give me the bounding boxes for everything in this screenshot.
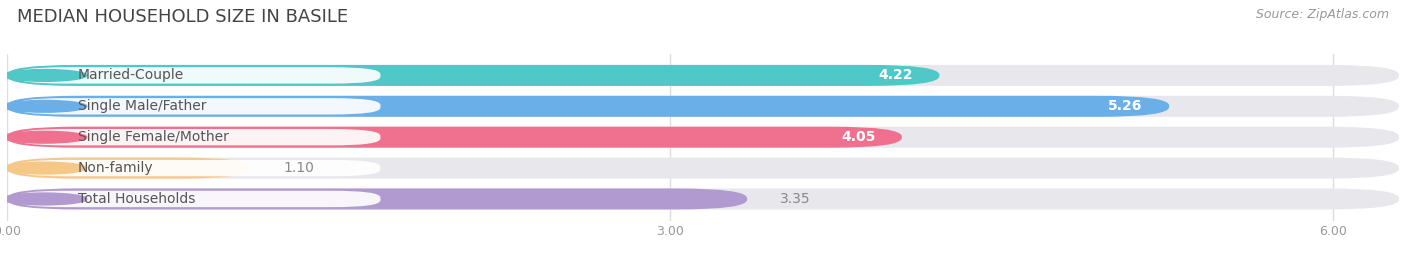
- Text: 3.35: 3.35: [780, 192, 811, 206]
- Text: 4.22: 4.22: [879, 68, 912, 82]
- Circle shape: [3, 131, 87, 143]
- Circle shape: [3, 162, 87, 174]
- FancyBboxPatch shape: [15, 191, 381, 207]
- Text: 5.26: 5.26: [1108, 99, 1143, 113]
- FancyBboxPatch shape: [15, 98, 381, 115]
- Text: 1.10: 1.10: [283, 161, 314, 175]
- Circle shape: [3, 100, 87, 112]
- Text: Married-Couple: Married-Couple: [77, 68, 184, 82]
- Text: Total Households: Total Households: [77, 192, 195, 206]
- FancyBboxPatch shape: [15, 129, 381, 145]
- FancyBboxPatch shape: [7, 127, 901, 148]
- Circle shape: [3, 193, 87, 205]
- FancyBboxPatch shape: [7, 96, 1170, 117]
- Text: Non-family: Non-family: [77, 161, 153, 175]
- Text: 4.05: 4.05: [841, 130, 876, 144]
- Text: Single Male/Father: Single Male/Father: [77, 99, 207, 113]
- FancyBboxPatch shape: [7, 189, 747, 210]
- Text: Source: ZipAtlas.com: Source: ZipAtlas.com: [1256, 8, 1389, 21]
- FancyBboxPatch shape: [7, 189, 1399, 210]
- FancyBboxPatch shape: [7, 65, 939, 86]
- FancyBboxPatch shape: [7, 158, 250, 179]
- Circle shape: [3, 69, 87, 81]
- FancyBboxPatch shape: [7, 158, 1399, 179]
- Text: Single Female/Mother: Single Female/Mother: [77, 130, 229, 144]
- FancyBboxPatch shape: [7, 127, 1399, 148]
- FancyBboxPatch shape: [7, 65, 1399, 86]
- FancyBboxPatch shape: [7, 96, 1399, 117]
- Text: MEDIAN HOUSEHOLD SIZE IN BASILE: MEDIAN HOUSEHOLD SIZE IN BASILE: [17, 8, 349, 26]
- FancyBboxPatch shape: [15, 160, 381, 176]
- FancyBboxPatch shape: [15, 67, 381, 84]
